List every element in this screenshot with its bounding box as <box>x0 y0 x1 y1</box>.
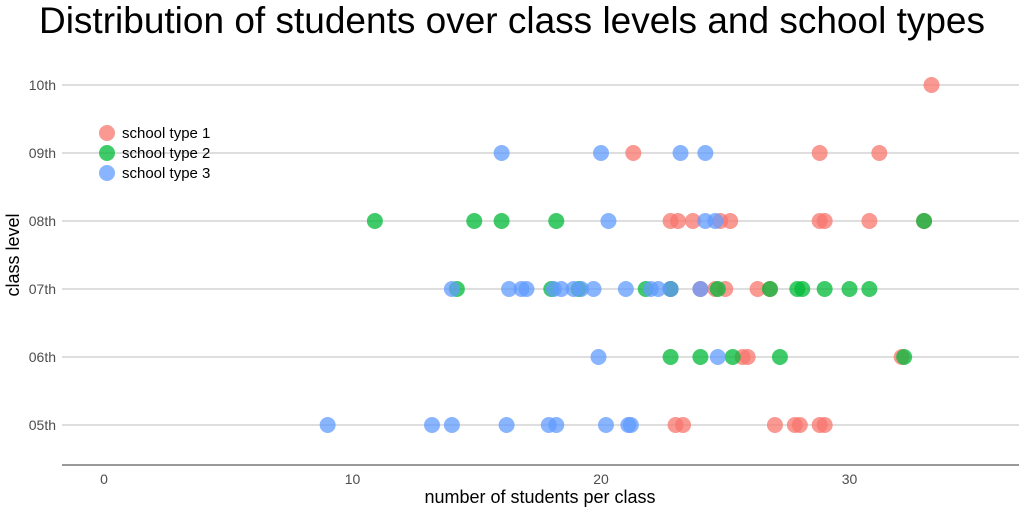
data-point-type-2 <box>493 213 510 229</box>
y-tick-label: 09th <box>29 145 56 161</box>
y-axis-title: class level <box>3 213 23 296</box>
legend-swatch <box>99 165 115 181</box>
data-point-type-2 <box>761 281 778 297</box>
data-point-type-1 <box>766 417 783 433</box>
y-tick-label: 10th <box>29 77 56 93</box>
legend-item-type-3: school type 3 <box>99 165 210 182</box>
data-point-type-1 <box>923 77 940 93</box>
data-point-type-1 <box>871 145 888 161</box>
data-point-type-1 <box>791 417 808 433</box>
data-point-type-2 <box>548 213 565 229</box>
data-point-type-3 <box>617 281 634 297</box>
data-point-type-1 <box>739 349 756 365</box>
data-point-type-3 <box>672 145 689 161</box>
y-tick-label: 07th <box>29 281 56 297</box>
data-point-type-3 <box>518 281 535 297</box>
data-point-type-3 <box>709 349 726 365</box>
legend: school type 1 school type 2 school type 3 <box>99 125 210 182</box>
data-point-type-3 <box>424 417 441 433</box>
data-point-type-3 <box>650 281 667 297</box>
data-point-type-1 <box>722 213 739 229</box>
data-point-type-2 <box>466 213 483 229</box>
data-point-type-1 <box>811 145 828 161</box>
data-point-type-3 <box>319 417 336 433</box>
data-point-type-3 <box>593 145 609 161</box>
data-point-type-2 <box>692 349 709 365</box>
data-point-type-3 <box>692 281 709 297</box>
x-tick-label: 10 <box>345 471 361 487</box>
data-point-type-3 <box>493 145 510 161</box>
y-tick-label: 08th <box>29 213 56 229</box>
y-tick-label: 06th <box>29 349 56 365</box>
data-point-type-1 <box>625 145 642 161</box>
x-tick-label: 20 <box>593 471 609 487</box>
data-point-type-3 <box>498 417 515 433</box>
data-point-type-2 <box>916 213 933 229</box>
data-point-type-2 <box>366 213 383 229</box>
data-point-type-3 <box>443 417 460 433</box>
data-point-type-3 <box>585 281 602 297</box>
x-tick-label: 30 <box>842 471 858 487</box>
data-point-type-3 <box>573 281 590 297</box>
data-point-type-3 <box>590 349 607 365</box>
data-point-type-2 <box>841 281 858 297</box>
data-points <box>319 77 940 433</box>
chart-title: Distribution of students over class leve… <box>38 0 986 41</box>
legend-swatch <box>99 125 115 141</box>
x-axis-ticks: 0 10 20 30 <box>100 471 857 487</box>
x-tick-label: 0 <box>100 471 108 487</box>
legend-label: school type 1 <box>122 125 210 142</box>
data-point-type-3 <box>553 281 570 297</box>
data-point-type-3 <box>597 417 614 433</box>
data-point-type-2 <box>771 349 788 365</box>
data-point-type-2 <box>709 281 726 297</box>
data-point-type-1 <box>675 417 692 433</box>
data-point-type-2 <box>794 281 811 297</box>
data-point-type-3 <box>501 281 518 297</box>
gridlines <box>62 84 1019 426</box>
y-tick-label: 05th <box>29 417 56 433</box>
data-point-type-1 <box>749 281 766 297</box>
legend-swatch <box>99 145 115 161</box>
data-point-type-1 <box>816 213 833 229</box>
data-point-type-2 <box>724 349 741 365</box>
data-point-type-2 <box>896 349 913 365</box>
data-point-type-1 <box>861 213 878 229</box>
legend-label: school type 3 <box>122 165 210 182</box>
legend-item-type-1: school type 1 <box>99 125 210 142</box>
data-point-type-3 <box>622 417 639 433</box>
data-point-type-3 <box>707 213 724 229</box>
data-point-type-3 <box>600 213 617 229</box>
data-point-type-3 <box>662 281 679 297</box>
x-axis-title: number of students per class <box>424 487 655 507</box>
data-point-type-1 <box>816 417 833 433</box>
y-axis-ticks: 05th 06th 07th 08th 09th 10th <box>29 77 56 433</box>
data-point-type-3 <box>548 417 565 433</box>
data-point-type-3 <box>443 281 460 297</box>
legend-item-type-2: school type 2 <box>99 145 210 162</box>
data-point-type-2 <box>662 349 679 365</box>
data-point-type-1 <box>684 213 701 229</box>
data-point-type-2 <box>861 281 878 297</box>
data-point-type-1 <box>670 213 687 229</box>
data-point-type-3 <box>697 145 714 161</box>
data-point-type-2 <box>816 281 833 297</box>
legend-label: school type 2 <box>122 145 210 162</box>
